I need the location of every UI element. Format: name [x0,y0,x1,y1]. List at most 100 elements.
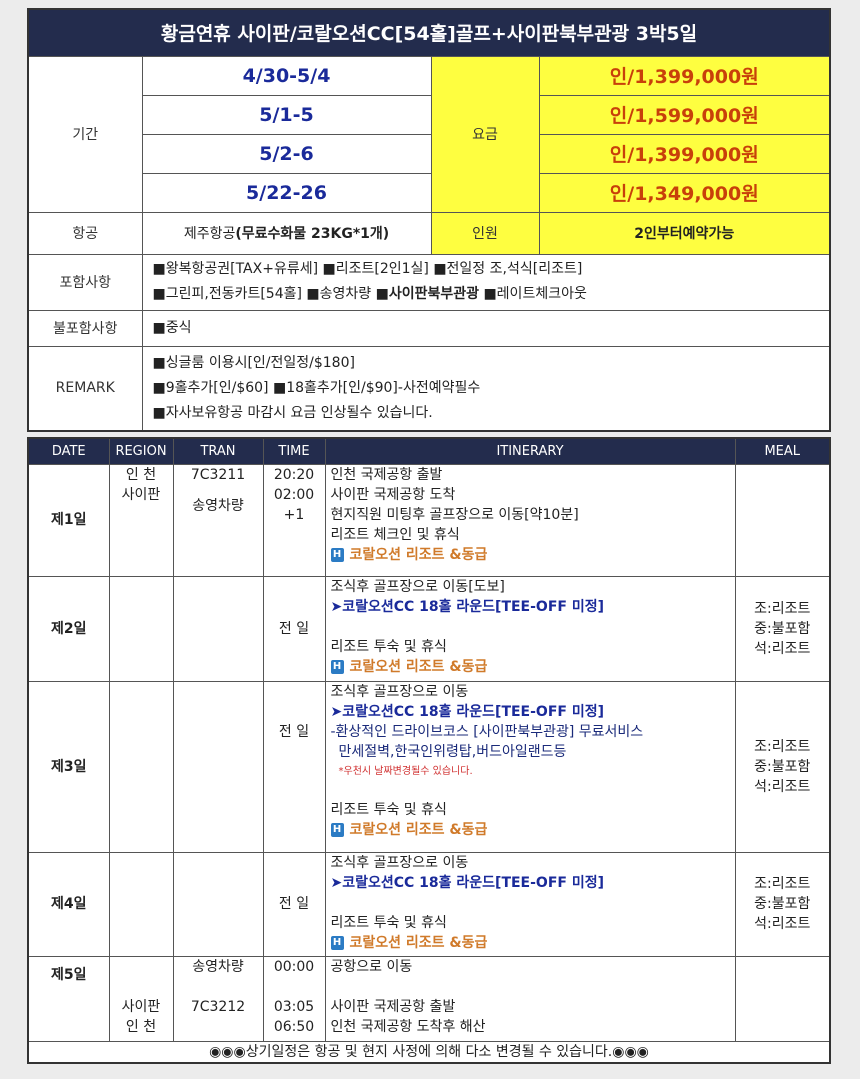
itinerary-cell: 조식후 골프장으로 이동 ➤코랄오션CC 18홀 라운드[TEE-OFF 미정]… [324,851,736,957]
tran-cell: 송영차량 7C3212 [172,955,264,1042]
meal: 중:불포함 [754,620,811,637]
time-cell: 20:20 02:00 +1 [262,463,326,577]
period-date: 5/22-26 [141,172,432,213]
itinerary-line: 사이판 국제공항 출발 [330,998,456,1015]
header-itinerary: ITINERARY [324,437,736,465]
tran-cell [172,851,264,957]
table-row-day4: 제4일 전 일 조식후 골프장으로 이동 ➤코랄오션CC 18홀 라운드[TEE… [27,851,831,957]
region-cell [108,680,174,853]
itinerary-line: 조식후 골프장으로 이동[도보] [330,578,505,595]
itinerary-cell: 공항으로 이동 사이판 국제공항 출발 인천 국제공항 도착후 해산 [324,955,736,1042]
page-title: 황금연휴 사이판/코랄오션CC[54홀]골프+사이판북부관광 3박5일 [28,9,830,56]
time: 20:20 [273,466,315,483]
remark-value: ■싱글룸 이용시[인/전일정/$180] ■9홀추가[인/$60] ■18홀추가[… [141,345,831,432]
itinerary-line: 리조트 투숙 및 휴식 [330,638,447,655]
hotel-icon: H [330,547,344,562]
meal: 조:리조트 [754,738,811,755]
period-label: 기간 [27,55,143,213]
remark-line: ■자사보유항공 마감시 요금 인상될수 있습니다. [152,404,433,421]
included-line: ■왕복항공권[TAX+유류세] ■리조트[2인1실] ■전일정 조,석식[리조트… [152,261,583,277]
time: 06:50 [273,1018,315,1035]
period-date: 4/30-5/4 [141,55,432,96]
tour-line: 만세절벽,한국인위령탑,버드아일랜드등 [338,743,567,760]
footer-notice: ◉◉◉상기일정은 항공 및 현지 사정에 의해 다소 변경될 수 있습니다.◉◉… [27,1040,831,1064]
itinerary-line: 조식후 골프장으로 이동 [330,683,469,700]
included-line: ■그린피,전동카트[54홀] ■송영차량 ■사이판북부관광 ■레이트체크아웃 [153,282,830,307]
header-time: TIME [262,437,326,465]
included-text: ■레이트체크아웃 [479,286,587,302]
time: 00:00 [273,958,315,975]
remark-line: ■9홀추가[인/$60] ■18홀추가[인/$90]-사전예약필수 [152,379,481,396]
meal: 석:리조트 [754,778,811,795]
meal-cell: 조:리조트 중:불포함 석:리조트 [734,851,831,957]
fee-label: 요금 [430,55,540,213]
time: 03:05 [273,998,315,1015]
golf-round-line: ➤코랄오션CC 18홀 라운드[TEE-OFF 미정] [330,874,605,891]
time-cell: 전 일 [262,680,326,853]
itinerary-line: 리조트 체크인 및 휴식 [330,526,460,543]
flight: 7C3211 [190,466,246,483]
meal: 조:리조트 [754,600,811,617]
region-cell: 사이판 인 천 [108,955,174,1042]
region: 사이판 [121,998,161,1015]
hotel-line: H 코랄오션 리조트 &동급 [330,545,735,565]
people-value: 2인부터예약가능 [538,211,831,255]
period-price: 인/1,349,000원 [538,172,831,213]
day-label: 제1일 [27,463,110,577]
tran-cell [172,680,264,853]
airline-name: 제주항공 [183,226,236,242]
day-label: 제5일 [27,955,110,1042]
transfer: 송영차량 [192,497,244,514]
period-date: 5/2-6 [141,133,432,174]
weather-warning: *우천시 날짜변경될수 있습니다. [338,765,473,777]
time-cell: 전 일 [262,851,326,957]
itinerary-table: DATE REGION TRAN TIME ITINERARY MEAL 제1일… [27,437,831,1064]
header-region: REGION [108,437,174,465]
hotel-name: 코랄오션 리조트 &동급 [349,934,488,951]
airline-value: 제주항공(무료수화물 23KG*1개) [141,211,432,255]
itinerary-line: 리조트 투숙 및 휴식 [330,801,447,818]
meal: 석:리조트 [754,916,811,932]
hotel-name: 코랄오션 리조트 &동급 [349,546,488,563]
itinerary-line: 공항으로 이동 [330,958,413,975]
meal: 조:리조트 [754,876,811,892]
remark-label: REMARK [27,345,143,432]
people-label: 인원 [430,211,540,255]
hotel-line: H 코랄오션 리조트 &동급 [330,933,735,953]
day-label: 제2일 [27,575,110,682]
itinerary-cell: 인천 국제공항 출발 사이판 국제공항 도착 현지직원 미팅후 골프장으로 이동… [324,463,736,577]
header-date: DATE [27,437,110,465]
period-date: 5/1-5 [141,94,432,135]
itinerary-line: 사이판 국제공항 도착 [330,486,456,503]
region: 사이판 [121,486,161,503]
flight: 7C3212 [190,998,246,1015]
summary-table: 황금연휴 사이판/코랄오션CC[54홀]골프+사이판북부관광 3박5일 기간 4… [27,8,831,432]
itinerary-cell: 조식후 골프장으로 이동[도보] ➤코랄오션CC 18홀 라운드[TEE-OFF… [324,575,736,682]
header-tran: TRAN [172,437,264,465]
table-row-day5: 제5일 사이판 인 천 송영차량 7C3212 00:00 03:05 06:50 공항… [27,955,831,1042]
day-label: 제4일 [27,851,110,957]
hotel-icon: H [330,822,344,837]
region-cell [108,575,174,682]
period-price: 인/1,399,000원 [538,55,831,96]
time: +1 [283,506,305,523]
region-cell: 인 천 사이판 [108,463,174,577]
itinerary-line: 리조트 투숙 및 휴식 [330,914,447,931]
header-meal: MEAL [734,437,831,465]
day-label: 제3일 [27,680,110,853]
hotel-line: H 코랄오션 리조트 &동급 [330,657,735,677]
time-cell: 전 일 [262,575,326,682]
table-row-day3: 제3일 전 일 조식후 골프장으로 이동 ➤코랄오션CC 18홀 라운드[TEE… [27,680,831,853]
meal: 중:불포함 [754,758,811,775]
meal: 석:리조트 [754,640,811,657]
excluded-label: 불포함사항 [27,309,143,347]
hotel-line: H 코랄오션 리조트 &동급 [330,820,735,840]
hotel-name: 코랄오션 리조트 &동급 [349,821,488,838]
itinerary-line: 인천 국제공항 도착후 해산 [330,1018,486,1035]
hotel-icon: H [330,659,344,674]
hotel-icon: H [330,935,344,950]
time: 02:00 [273,486,315,503]
tran-cell: 7C3211 송영차량 [172,463,264,577]
